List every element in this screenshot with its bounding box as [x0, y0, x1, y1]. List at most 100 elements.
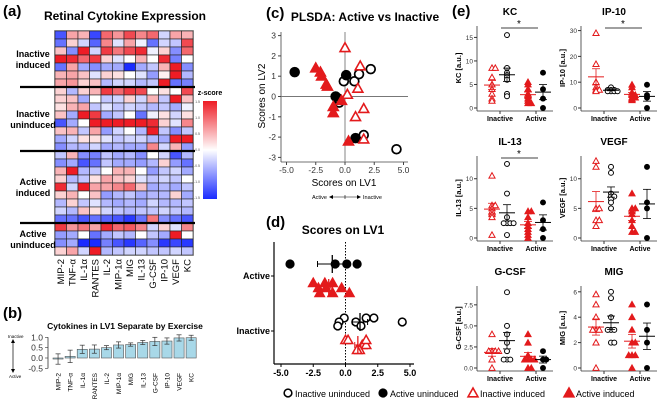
legend-marker [466, 386, 480, 398]
dot-plot-point [488, 355, 496, 363]
bar-y-top-label: Inactive [8, 334, 24, 339]
dot-plot-y-tick-label: 7.5 [464, 302, 473, 309]
heatmap-cell [123, 118, 136, 128]
heatmap-cell [169, 46, 182, 56]
dot-plot-point [488, 230, 496, 238]
heatmap-cell [89, 94, 102, 104]
dot-plot-point [644, 365, 650, 371]
column-label: MIP-2 [56, 259, 67, 284]
heatmap-cell [54, 246, 67, 256]
heatmap-cell [123, 70, 136, 80]
heatmap-cell [112, 166, 125, 176]
dot-plot-ylabel: VEGF [a.u.] [558, 177, 567, 218]
legend-item: Active uninduced [378, 388, 459, 399]
dot-plot-point [540, 365, 546, 371]
heatmap-cell [158, 246, 171, 256]
dot-plot-il-13: IL-13 IL-13 [a.u.] 0 5 10 Inactive Active * [454, 137, 553, 253]
heatmap-cell [89, 206, 102, 216]
heatmap-cell [112, 222, 125, 232]
dot-plot-point [604, 326, 611, 333]
legend-item: Inactive induced [466, 386, 545, 399]
heatmap-cell [146, 198, 159, 208]
heatmap-cell [112, 54, 125, 64]
legend-label: Inactive induced [480, 389, 545, 399]
panel-label-d: (d) [266, 214, 285, 231]
plsda-y-tick-label: 2 [271, 51, 276, 61]
dot-plot-point [608, 199, 614, 206]
dot-plot-point [488, 330, 496, 338]
heatmap-cell [54, 150, 67, 160]
lv1-x-tick-label: 2.5 [371, 368, 384, 378]
heatmap-cell [77, 174, 90, 184]
bar-category-label: RANTES [92, 372, 99, 399]
heatmap-cell [77, 70, 90, 80]
dot-plot-point [504, 190, 510, 197]
heatmap-cell [181, 62, 194, 72]
plsda-x-tick-label: -2.5 [308, 165, 323, 175]
heatmap-cell [123, 158, 136, 168]
plsda-point [391, 144, 402, 155]
dot-plot-point [507, 356, 514, 363]
heatmap-cell [100, 126, 113, 136]
plsda-point [353, 59, 367, 71]
heatmap-cell [169, 54, 182, 64]
heatmap-cell [158, 86, 171, 96]
heatmap-cell [77, 46, 90, 56]
bar-y-tick-label: 0.0 [31, 353, 43, 363]
heatmap-cell [181, 126, 194, 136]
heatmap-cell [112, 238, 125, 248]
heatmap-cell [54, 126, 67, 136]
dot-plot-point [524, 213, 532, 221]
heatmap-cell [146, 30, 159, 40]
heatmap-cell [123, 134, 136, 144]
plsda-x-tick-label: -5.0 [279, 165, 294, 175]
plsda-y-tick-label: 1 [271, 71, 276, 81]
heatmap-cell [66, 118, 79, 128]
column-label: RANTES [91, 259, 102, 298]
heatmap-cell [158, 182, 171, 192]
dot-plot-ylabel: KC [a.u.] [454, 52, 463, 83]
heatmap-cell [89, 182, 102, 192]
panel-label-c: (c) [266, 5, 284, 22]
heatmap-cell [100, 238, 113, 248]
dot-plot-point [524, 330, 532, 338]
dot-plot-point [592, 156, 600, 164]
dot-plot-y-tick-label: 10 [466, 176, 474, 183]
heatmap-cell [146, 134, 159, 144]
heatmap-cell [112, 214, 125, 224]
lv1-x-tick-label: 0.0 [339, 368, 352, 378]
heatmap-cell [54, 222, 67, 232]
heatmap-cell [158, 30, 171, 40]
heatmap-cell [89, 214, 102, 224]
heatmap-cell [169, 30, 182, 40]
dot-plot-point [611, 326, 618, 333]
arrow-head-right [357, 195, 361, 199]
heatmap-cell [181, 198, 194, 208]
heatmap-cell [66, 238, 79, 248]
heatmap-cell [146, 166, 159, 176]
heatmap-cell [54, 166, 67, 176]
heatmap-cell [77, 134, 90, 144]
bar-category-label: IL-1α [80, 373, 87, 388]
heatmap-cell [112, 46, 125, 56]
heatmap-cell [158, 78, 171, 88]
significance-star: * [517, 19, 521, 30]
dot-plot-point [608, 163, 614, 170]
heatmap-cell [181, 46, 194, 56]
heatmap-cell [181, 174, 194, 184]
significance-star: * [621, 19, 625, 30]
heatmap-cell [66, 54, 79, 64]
heatmap-cell [123, 150, 136, 160]
row-group-label: induced [16, 60, 51, 70]
dot-plot-point [595, 325, 604, 333]
heatmap-cell [66, 198, 79, 208]
heatmap-cell [169, 166, 182, 176]
legend-label: Active uninduced [390, 389, 459, 399]
heatmap-cell [123, 102, 136, 112]
dot-plot-point [592, 300, 600, 308]
bar-category-label: TNF-α [68, 373, 75, 392]
heatmap-cell [112, 246, 125, 256]
heatmap-cell [66, 230, 79, 240]
heatmap-cell [112, 126, 125, 136]
heatmap-cell [158, 46, 171, 56]
